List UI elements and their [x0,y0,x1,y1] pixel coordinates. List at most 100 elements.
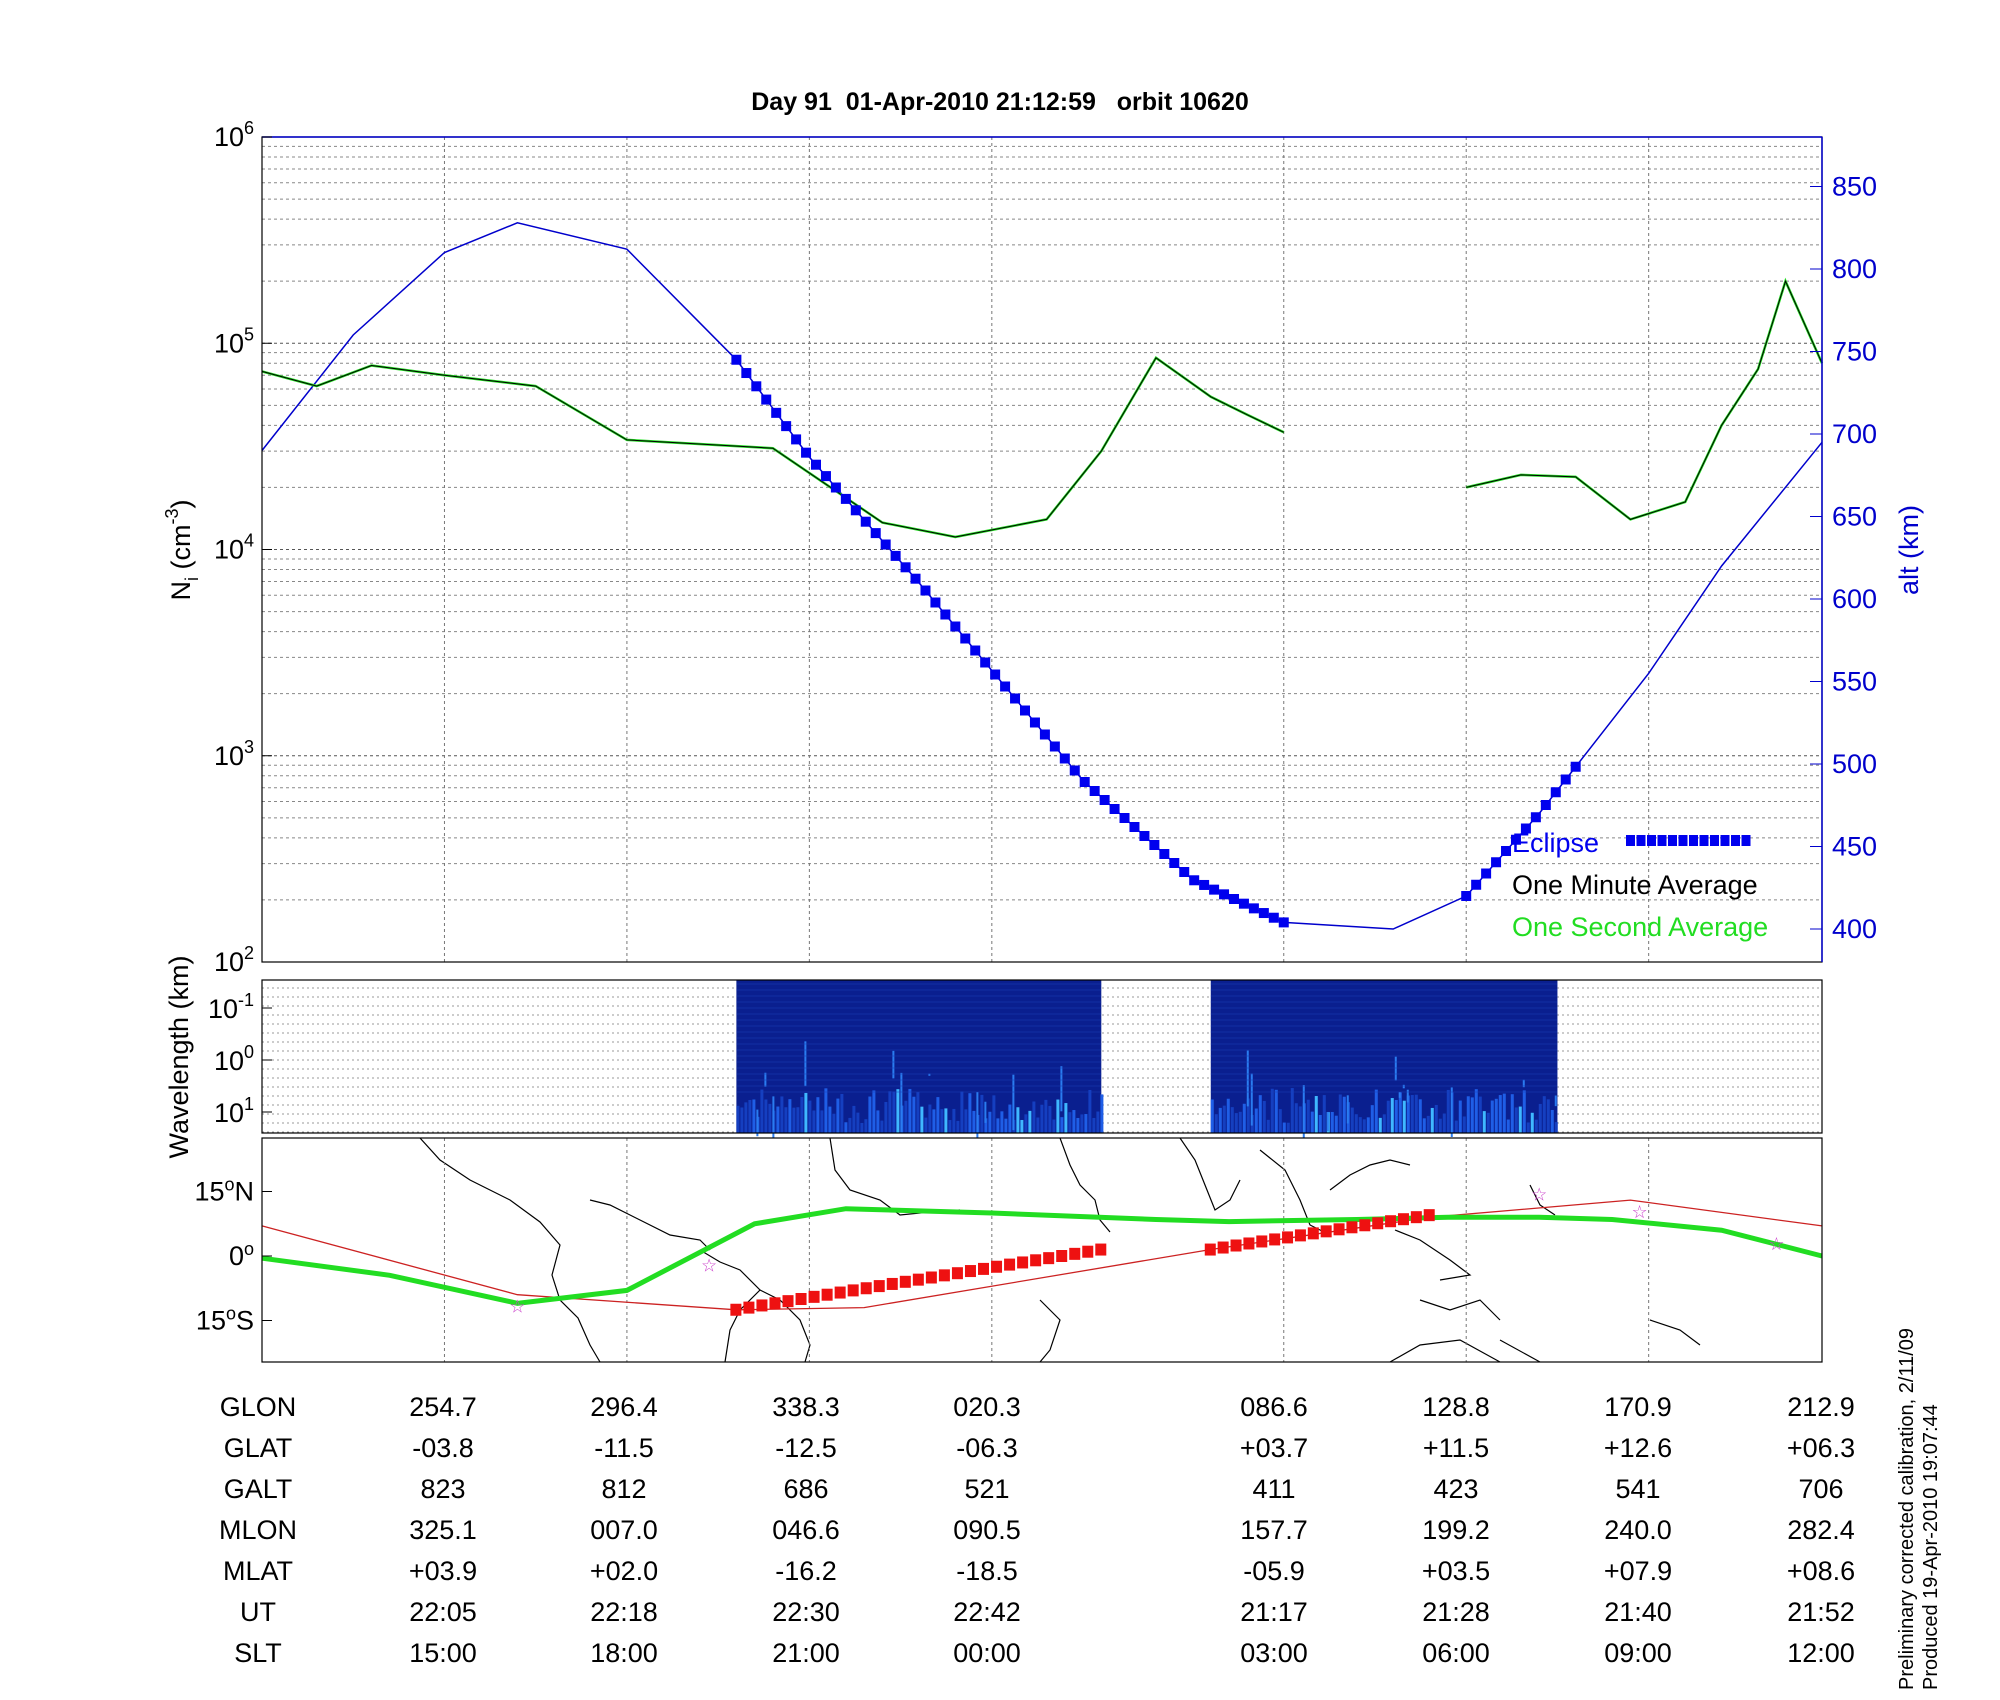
spectrogram-column [1088,1089,1092,1133]
spectrogram-column [1342,1096,1346,1133]
eclipse-marker [1228,894,1239,904]
eclipse-marker [1149,840,1160,850]
eclipse-marker [1109,804,1120,814]
table-cell: 282.4 [1787,1515,1855,1545]
eclipse-marker [781,421,792,432]
spectrogram-column [916,1092,920,1133]
spectrogram-streak [1250,1073,1253,1126]
spectrogram-column [1470,1097,1474,1133]
spectrogram-column [1506,1119,1510,1133]
spectrogram-column [1366,1117,1370,1133]
table-cell: 086.6 [1240,1392,1308,1422]
table-cell: 00:00 [953,1638,1021,1668]
spectrogram-column [964,1109,968,1133]
eclipse-marker [1169,858,1180,868]
table-cell: 21:00 [772,1638,840,1668]
spectrogram-column [1522,1090,1526,1133]
spectrogram-column [1016,1107,1020,1133]
coastline [1394,1229,1472,1281]
spectrogram-column [1354,1114,1358,1133]
table-cell: +03.5 [1421,1556,1491,1586]
spectrogram-column [740,1107,744,1133]
spectrogram-streak [892,1050,895,1079]
eclipse-marker [771,407,782,418]
map-eclipse-marker [847,1284,859,1297]
map-eclipse-marker [1333,1223,1345,1236]
eclipse-marker [970,645,981,656]
spectrogram-column [1294,1103,1298,1133]
table-cell: 170.9 [1604,1392,1672,1422]
spectrogram-column [868,1096,872,1133]
map-eclipse-marker [1217,1241,1229,1254]
eclipse-marker [1099,795,1110,805]
spectrogram-column [768,1103,772,1133]
table-cell: -06.3 [956,1433,1018,1463]
spectrogram-column [1414,1094,1418,1133]
spectrogram-column [1386,1100,1390,1133]
spectrogram-column [1274,1089,1278,1133]
spectrogram-column [1314,1096,1318,1133]
eclipse-marker [910,573,921,584]
legend-eclipse-marker [1647,835,1656,846]
table-cell: -03.8 [412,1433,474,1463]
table-cell: 18:00 [590,1638,658,1668]
spectrogram-column [776,1106,780,1133]
table-cell: 541 [1615,1474,1661,1504]
table-row-label: SLT [234,1638,282,1668]
spectrogram-column [1478,1096,1482,1133]
coastline [1649,1319,1701,1346]
eclipse-marker [1491,857,1502,868]
spectrogram-column [780,1096,784,1133]
table-row-label: GALT [223,1474,293,1504]
map-eclipse-marker [743,1301,755,1314]
spectrogram-column [940,1109,944,1133]
eclipse-marker [900,562,911,573]
eclipse-marker [1481,868,1492,879]
table-cell: -16.2 [775,1556,837,1586]
table-cell: 521 [964,1474,1010,1504]
spectrogram-column [1438,1118,1442,1133]
table-row-label: GLON [219,1392,297,1422]
table-row-label: MLAT [222,1556,293,1586]
table-cell: 22:42 [953,1597,1021,1627]
eclipse-marker [1179,867,1190,877]
eclipse-marker [860,516,871,527]
legend-eclipse-marker [1720,835,1730,846]
spectrogram-column [764,1099,768,1133]
map-eclipse-marker [899,1275,911,1288]
eclipse-marker [1471,879,1482,890]
spectrogram-column [1426,1115,1430,1133]
map-eclipse-marker [1082,1245,1094,1258]
spectrogram-column [996,1118,1000,1133]
spectrogram-streak [772,1096,775,1150]
spectrogram-column [1330,1111,1334,1133]
map-eclipse-marker [886,1277,898,1290]
spectrogram-column [860,1122,864,1133]
one-minute-average-line [1466,279,1823,520]
spectrogram-streak [1402,1084,1405,1089]
eclipse-marker [940,609,951,620]
spectrogram-column [1076,1117,1080,1133]
map-eclipse-marker [1256,1235,1268,1248]
table-cell: +06.3 [1786,1433,1856,1463]
spectrogram-streak [928,1073,931,1076]
spectrogram-column [988,1111,992,1133]
eclipse-marker [1089,786,1100,796]
map-eclipse-marker [1359,1219,1371,1232]
spectrogram-column [1362,1119,1366,1133]
table-cell: 128.8 [1422,1392,1490,1422]
map-eclipse-marker [1069,1247,1081,1260]
spectrogram-column [808,1100,812,1133]
eclipse-marker [1079,777,1090,787]
spectrogram-column [972,1110,976,1133]
spectrogram-column [1434,1104,1438,1133]
spectrogram-column [1084,1114,1088,1133]
spectrogram-texture [1210,983,1558,1139]
coastline [1179,1137,1241,1211]
spectrogram-column [1406,1095,1410,1133]
table-cell: 21:52 [1787,1597,1855,1627]
map-eclipse-marker [1004,1258,1016,1271]
spectrogram-column [744,1102,748,1133]
spectrogram-column [1422,1118,1426,1133]
table-cell: +03.7 [1239,1433,1309,1463]
